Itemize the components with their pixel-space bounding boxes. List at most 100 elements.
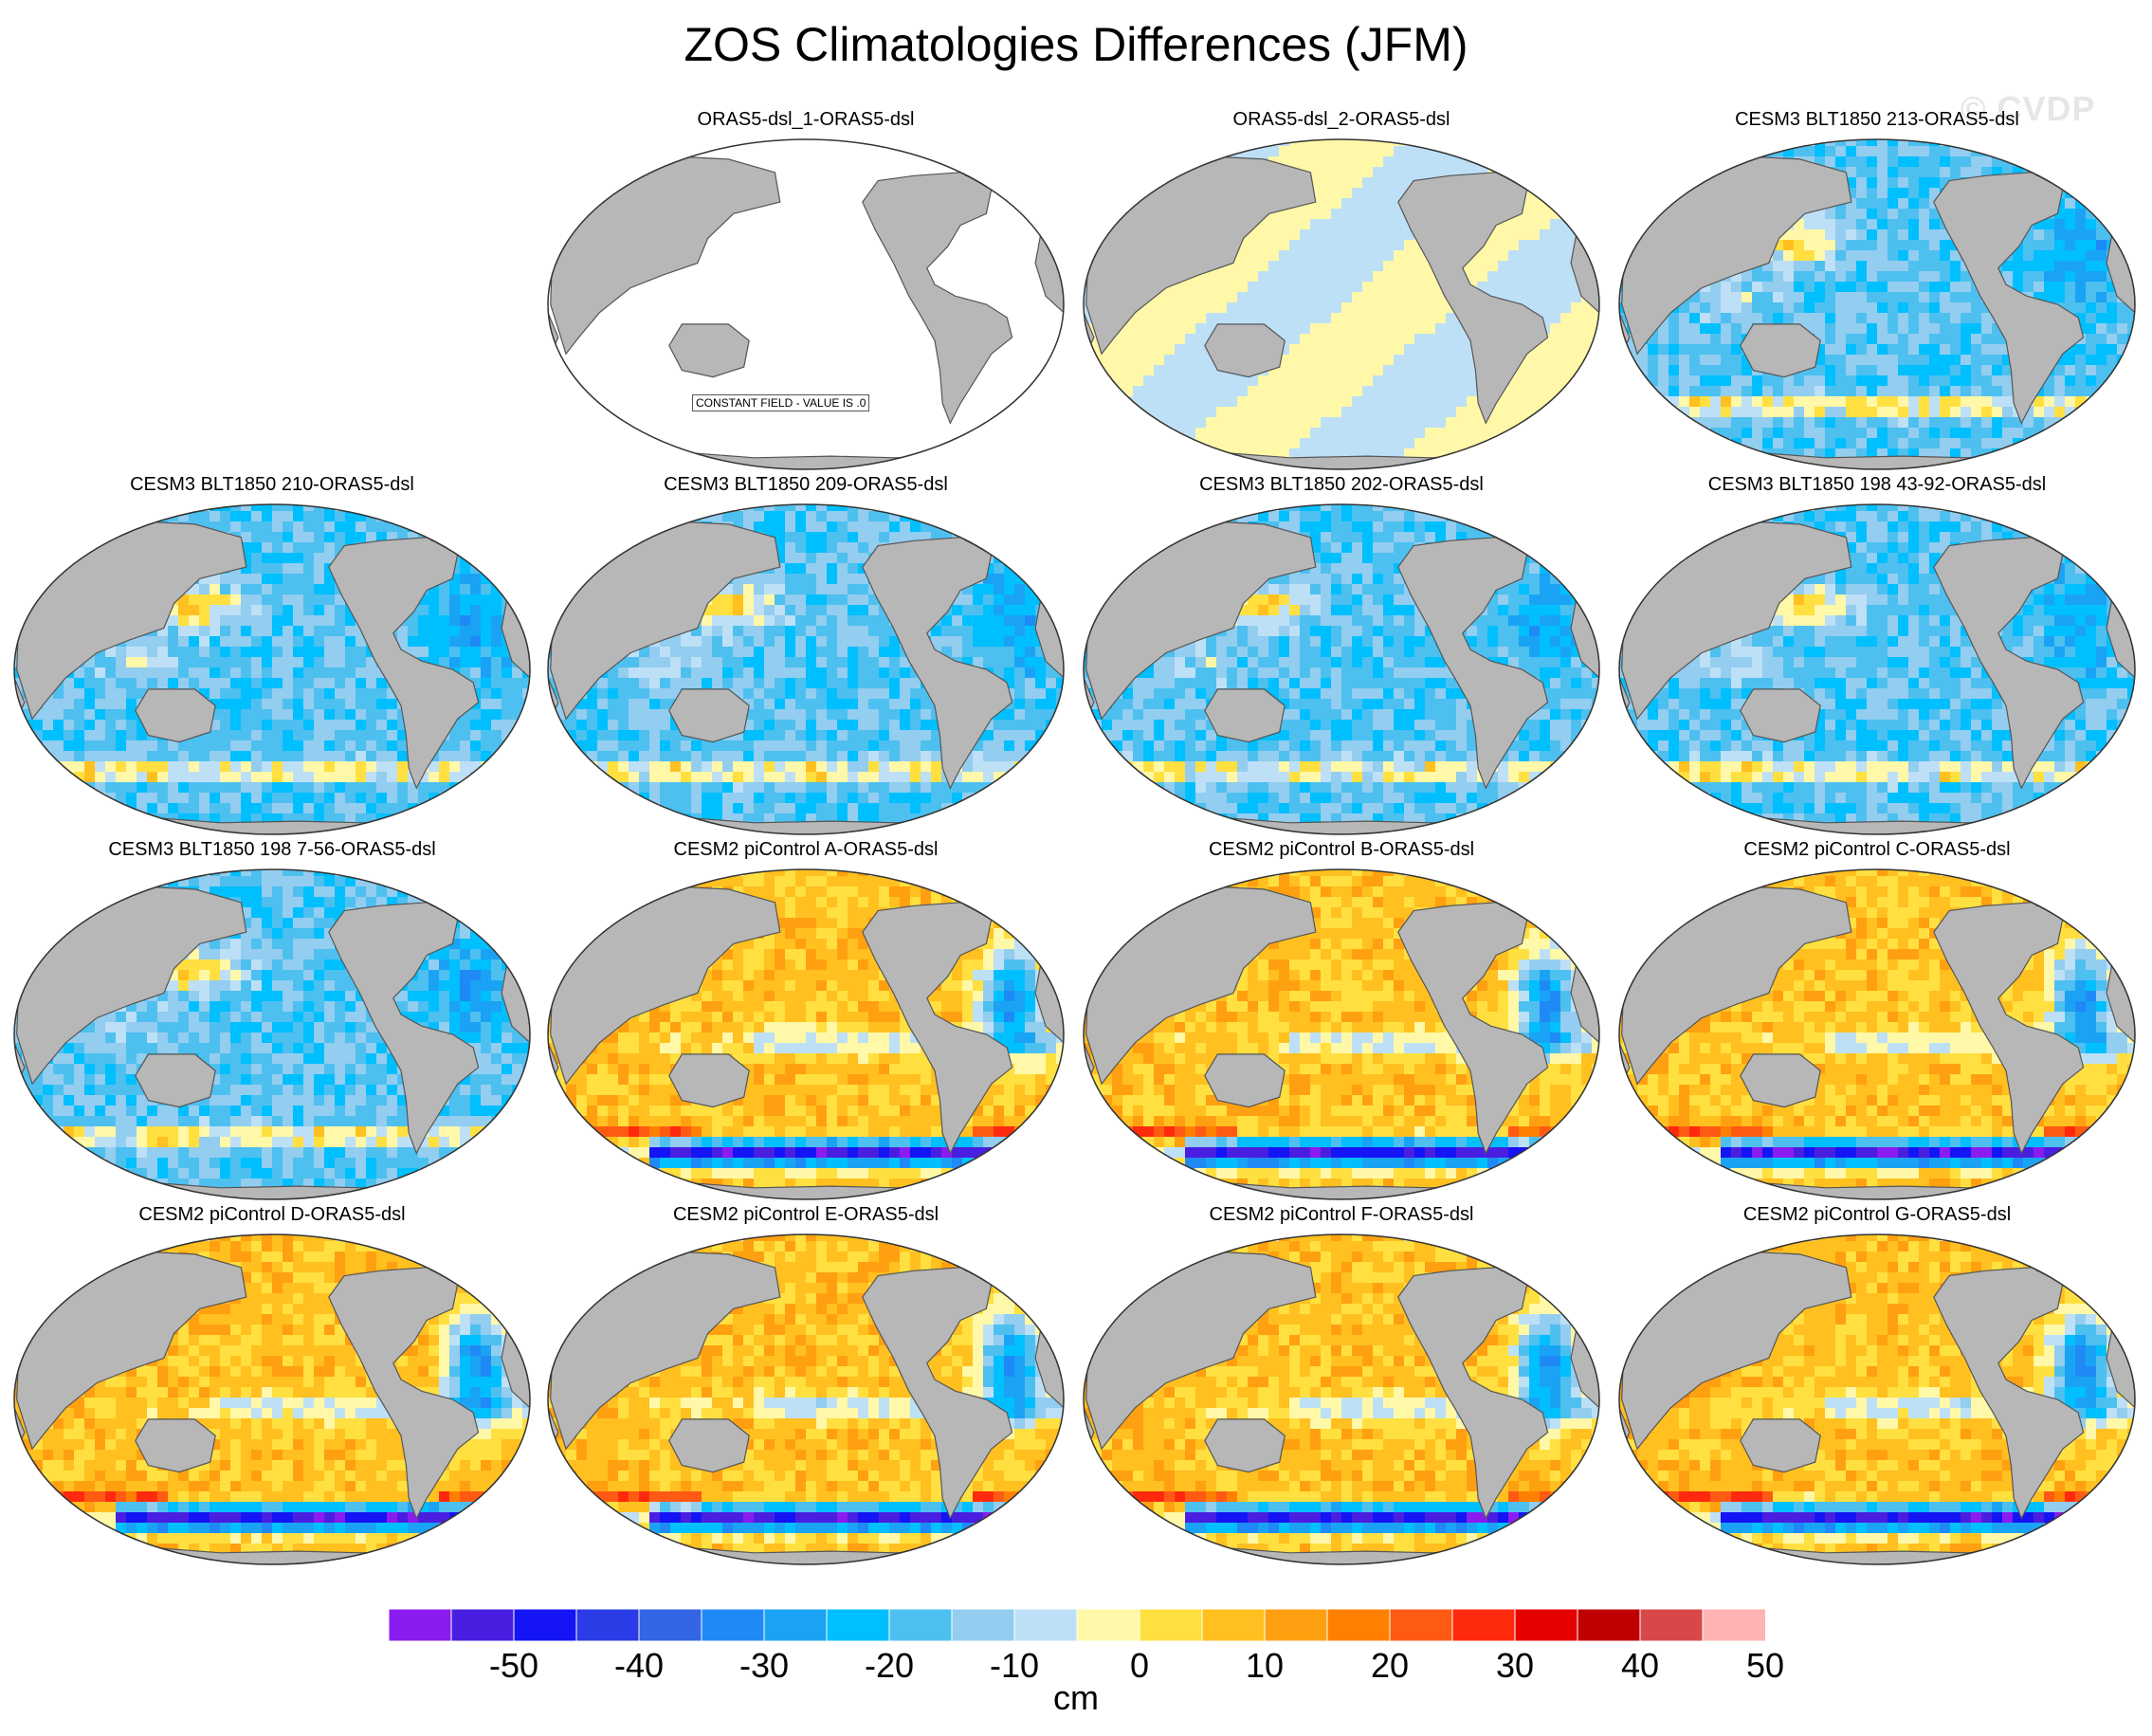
ocean-cell xyxy=(116,647,127,658)
ocean-cell xyxy=(439,772,450,783)
ocean-cell xyxy=(1414,344,1426,356)
ocean-cell xyxy=(1835,282,1847,293)
ocean-cell xyxy=(1783,302,1795,314)
ocean-cell xyxy=(816,720,828,731)
ocean-cell xyxy=(1279,365,1290,376)
ocean-cell xyxy=(1467,365,1478,376)
ocean-cell xyxy=(1992,407,2003,418)
ocean-cell xyxy=(1394,365,1405,376)
ocean-cell xyxy=(1289,292,1301,303)
ocean-cell xyxy=(1950,156,1961,168)
ocean-cell xyxy=(230,584,242,595)
ocean-cell xyxy=(879,678,890,689)
ocean-cell xyxy=(199,678,210,689)
ocean-cell xyxy=(1508,229,1520,241)
ocean-cell xyxy=(1268,302,1280,314)
ocean-cell xyxy=(1550,229,1561,241)
ocean-cell xyxy=(2065,271,2076,283)
ocean-cell xyxy=(2013,282,2024,293)
ocean-cell xyxy=(1341,407,1353,418)
ocean-cell xyxy=(858,709,869,721)
ocean-cell xyxy=(1175,323,1186,335)
ocean-cell xyxy=(2023,240,2034,251)
ocean-cell xyxy=(1175,355,1186,366)
ocean-cell xyxy=(1352,355,1363,366)
ocean-cell xyxy=(460,563,471,575)
ocean-cell xyxy=(1185,313,1196,324)
ocean-cell xyxy=(1919,156,1930,168)
ocean-cell xyxy=(491,657,502,668)
ocean-cell xyxy=(1289,334,1301,345)
ocean-cell xyxy=(199,761,210,773)
ocean-cell xyxy=(1783,375,1795,387)
ocean-cell xyxy=(345,772,356,783)
ocean-cell xyxy=(1731,344,1742,356)
ocean-cell xyxy=(1279,386,1290,397)
ocean-cell xyxy=(1529,240,1541,251)
ocean-cell xyxy=(1185,417,1196,429)
ocean-cell xyxy=(126,667,137,679)
ocean-cell xyxy=(199,584,210,595)
ocean-cell xyxy=(1762,407,1774,418)
ocean-cell xyxy=(2044,271,2055,283)
ocean-cell xyxy=(1856,261,1868,272)
ocean-cell xyxy=(262,740,273,752)
ocean-cell xyxy=(910,678,921,689)
ocean-cell xyxy=(356,730,367,741)
ocean-cell xyxy=(1435,396,1447,408)
ocean-cell xyxy=(754,709,765,721)
ocean-cell xyxy=(1404,146,1415,157)
ocean-cell xyxy=(251,511,263,522)
ocean-cell xyxy=(1867,417,1878,429)
ocean-cell xyxy=(1268,407,1280,418)
ocean-cell xyxy=(178,740,190,752)
ocean-cell xyxy=(1929,428,1941,439)
ocean-cell xyxy=(1929,417,1941,429)
ocean-cell xyxy=(272,521,283,533)
ocean-cell xyxy=(1321,219,1332,230)
ocean-cell xyxy=(1321,146,1332,157)
ocean-cell xyxy=(105,709,117,721)
ocean-cell xyxy=(1004,605,1015,616)
ocean-cell xyxy=(2033,407,2045,418)
ocean-cell xyxy=(303,532,315,543)
ocean-cell xyxy=(1877,417,1888,429)
ocean-cell xyxy=(84,772,96,783)
ocean-cell xyxy=(345,532,356,543)
ocean-cell xyxy=(910,521,921,533)
ocean-cell xyxy=(1940,177,1951,189)
ocean-cell xyxy=(1519,229,1530,241)
ocean-cell xyxy=(293,542,304,554)
ocean-cell xyxy=(1679,355,1690,366)
land-mass xyxy=(16,520,247,721)
ocean-cell xyxy=(1929,229,1941,241)
ocean-cell xyxy=(1477,167,1488,178)
ocean-cell xyxy=(1783,229,1795,241)
ocean-cell xyxy=(1498,407,1509,418)
ocean-cell xyxy=(1762,313,1774,324)
ocean-cell xyxy=(366,803,377,814)
ocean-cell xyxy=(1581,344,1593,356)
ocean-cell xyxy=(1540,292,1551,303)
ocean-cell xyxy=(283,615,294,627)
ocean-cell xyxy=(1846,229,1857,241)
ocean-cell xyxy=(220,626,231,637)
ocean-cell xyxy=(105,772,117,783)
ocean-cell xyxy=(1700,323,1711,335)
ocean-cell xyxy=(1669,386,1680,397)
ocean-cell xyxy=(460,605,471,616)
ocean-cell xyxy=(335,730,346,741)
ocean-cell xyxy=(1825,282,1836,293)
ocean-cell xyxy=(1648,344,1659,356)
ocean-cell xyxy=(1560,250,1572,262)
ocean-cell xyxy=(1992,323,2003,335)
ocean-cell xyxy=(2065,407,2076,418)
ocean-cell xyxy=(1721,282,1732,293)
ocean-cell xyxy=(900,740,911,752)
ocean-cell xyxy=(1300,323,1311,335)
ocean-cell xyxy=(1710,282,1722,293)
ocean-cell xyxy=(2002,396,2014,408)
ocean-cell xyxy=(1425,375,1436,387)
ocean-cell xyxy=(491,605,502,616)
ocean-cell xyxy=(303,772,315,783)
